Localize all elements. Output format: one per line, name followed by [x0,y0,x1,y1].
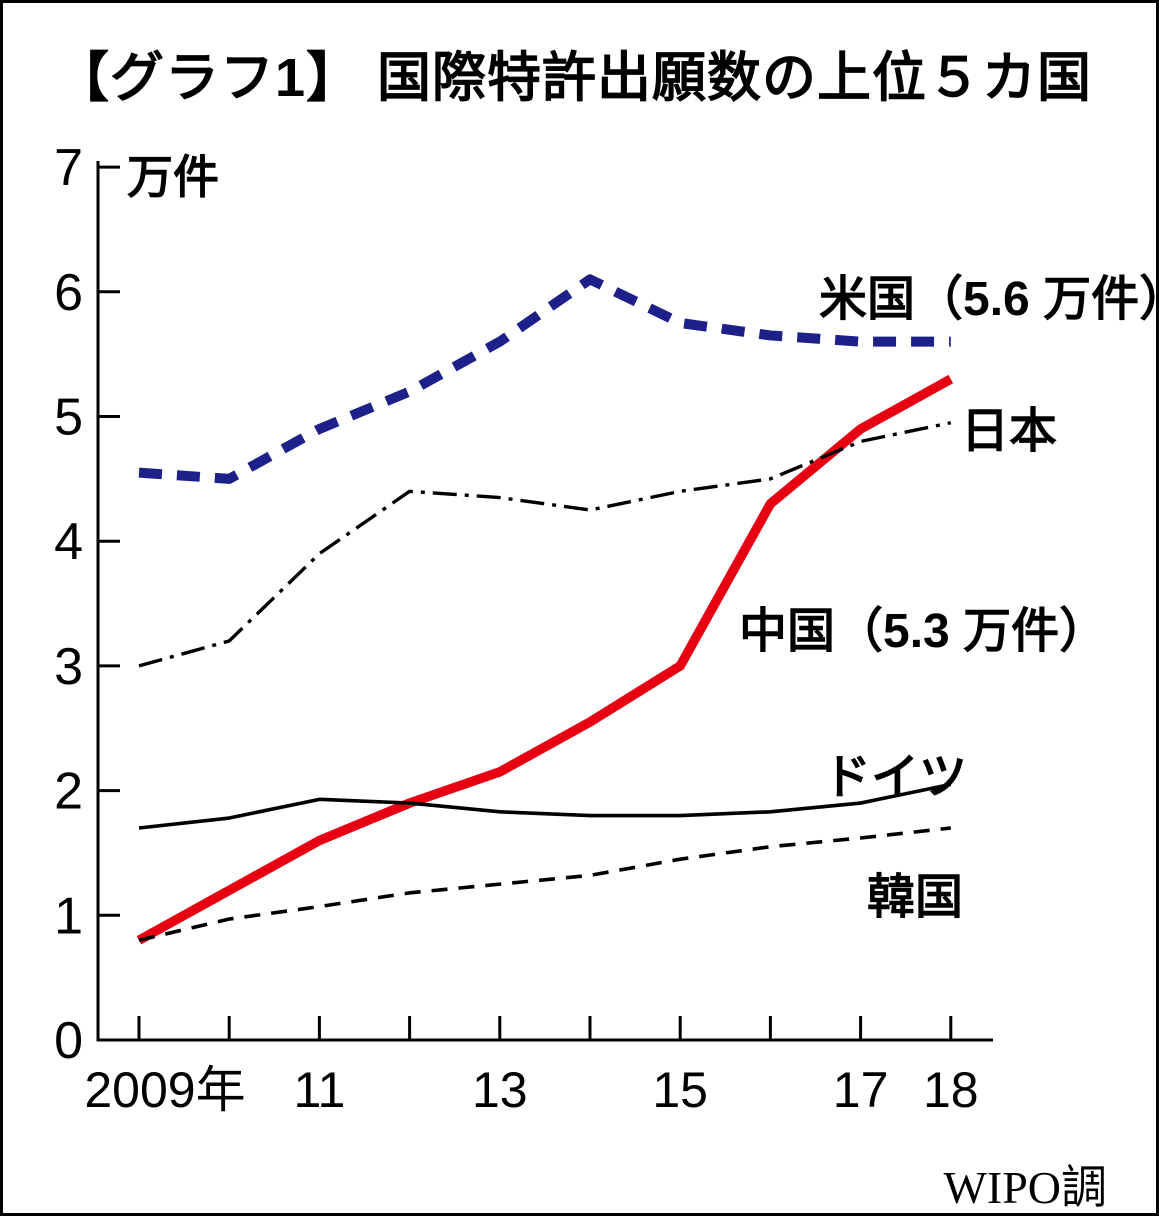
y-tick-label: 1 [54,887,83,945]
y-axis-unit-label: 万件 [127,151,219,203]
y-tick-label: 5 [54,389,83,447]
series-label-japan: 日本 [961,405,1058,458]
series-label-china: 中国（5.3 万件） [739,605,1108,658]
us-line [138,274,951,484]
china-line [136,374,954,945]
y-tick-label: 4 [54,513,83,571]
x-tick-label: 15 [652,1062,708,1118]
series-label-germany: ドイツ [823,751,968,804]
y-tick-label: 6 [54,264,83,322]
y-tick-label: 0 [54,1012,83,1070]
korea-line [138,826,951,942]
x-tick-label: 13 [472,1062,528,1118]
series-label-korea: 韓国 [867,871,964,924]
x-tick-label: 11 [293,1062,345,1118]
germany-line [138,782,952,830]
chart-title: 【グラフ1】 国際特許出願数の上位５カ国 [55,48,1093,108]
x-tick-label: 18 [923,1062,979,1118]
x-tick-label: 17 [833,1062,889,1118]
series-label-us: 米国（5.6 万件） [819,273,1159,326]
y-tick-label: 7 [54,139,83,197]
line-chart: 0 1 2 3 4 5 6 7 2009年 11 13 15 17 18 [54,139,993,1118]
y-tick-label: 2 [54,763,83,821]
source-credit: WIPO調 [943,1162,1107,1213]
x-tick-label: 2009年 [84,1062,245,1118]
y-tick-label: 3 [54,638,83,696]
